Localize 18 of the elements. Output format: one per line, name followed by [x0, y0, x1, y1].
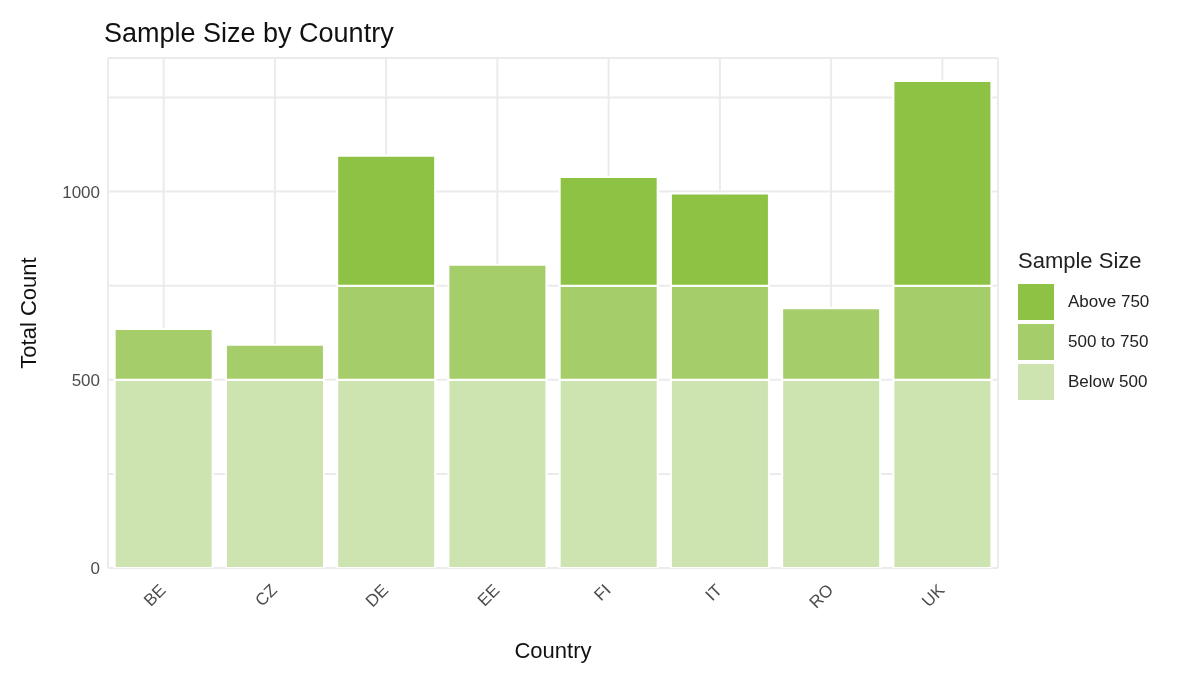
legend-label: Below 500: [1068, 372, 1148, 392]
x-axis-title: Country: [514, 638, 592, 663]
x-tick-label: IT: [701, 580, 726, 605]
x-tick-label: CZ: [251, 580, 281, 611]
legend-title: Sample Size: [1018, 248, 1143, 274]
x-tick-label: EE: [473, 580, 504, 611]
y-tick-label: 0: [90, 559, 100, 579]
y-tick-label: 500: [71, 370, 100, 390]
chart-title: Sample Size by Country: [104, 18, 394, 49]
legend-label: 500 to 750: [1068, 332, 1149, 352]
y-axis-title: Total Count: [15, 257, 41, 369]
x-tick-label: BE: [140, 580, 170, 611]
x-tick-label: DE: [361, 580, 393, 611]
x-tick-label: RO: [805, 580, 838, 613]
x-tick-label: FI: [590, 580, 615, 605]
x-tick-label: UK: [918, 580, 949, 611]
y-tick-label: 1000: [62, 182, 100, 202]
legend-label: Above 750: [1068, 292, 1150, 312]
